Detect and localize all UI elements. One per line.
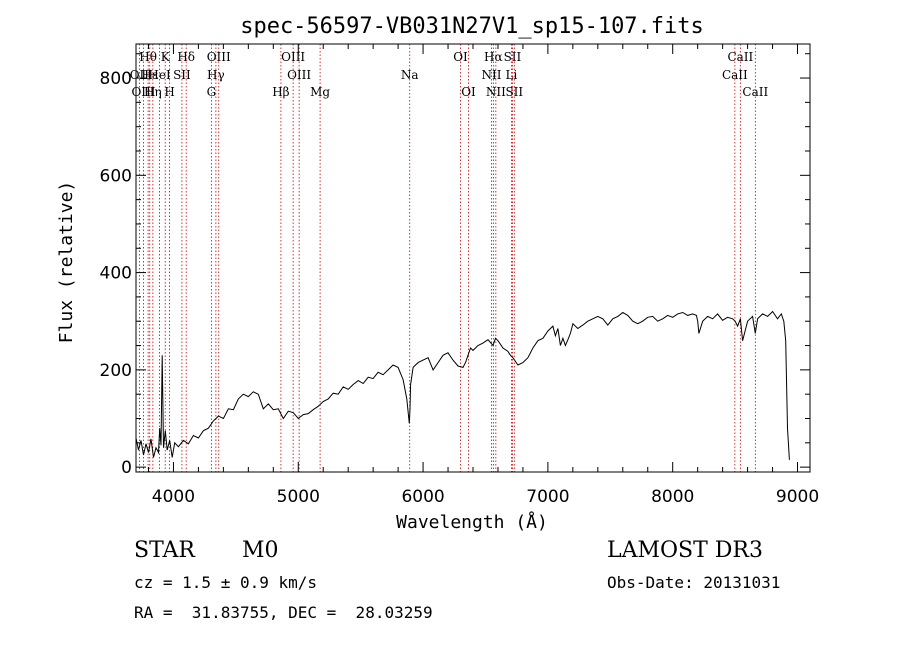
spectrum-line	[135, 310, 790, 460]
emission-line-markers	[138, 44, 756, 472]
line-label: OIII	[131, 85, 155, 99]
x-tick-label: 6000	[401, 487, 444, 507]
chart-title: spec-56597-VB031N27V1_sp15-107.fits	[240, 14, 704, 39]
line-label: Mg	[310, 85, 330, 99]
object-class: STAR	[134, 538, 195, 563]
x-tick-label: 7000	[526, 487, 569, 507]
line-label: G	[207, 85, 217, 99]
x-axis: 4000 5000 6000 7000 8000 9000	[147, 44, 819, 507]
line-label: Hη	[144, 85, 162, 99]
line-label: OI	[461, 85, 476, 99]
x-tick-label: 5000	[277, 487, 320, 507]
ra-dec: RA = 31.83755, DEC = 28.03259	[134, 603, 433, 622]
line-label: Hθ	[139, 50, 157, 64]
line-label: SII	[505, 85, 523, 99]
line-label: Hα	[484, 50, 503, 64]
object-subclass: M0	[242, 538, 279, 563]
line-label: CaII	[727, 50, 753, 64]
redshift-cz: cz = 1.5 ± 0.9 km/s	[134, 573, 318, 592]
line-label: H	[164, 85, 174, 99]
line-label: Li	[506, 68, 518, 82]
line-label: K	[161, 50, 171, 64]
line-label: CaII	[742, 85, 768, 99]
line-label: Na	[401, 68, 419, 82]
y-axis: 0 200 400 600 800	[100, 53, 810, 478]
line-label: Hγ	[207, 68, 225, 82]
line-label: SII	[173, 68, 191, 82]
y-axis-label: Flux (relative)	[56, 181, 77, 344]
line-label: SII	[504, 50, 522, 64]
x-tick-label: 4000	[152, 487, 195, 507]
line-label: OIII	[287, 68, 311, 82]
line-label: CaII	[722, 68, 748, 82]
line-label: Hδ	[177, 50, 195, 64]
y-tick-label: 800	[100, 69, 132, 89]
line-label: OIII	[207, 50, 231, 64]
line-label: OI	[453, 50, 468, 64]
y-tick-label: 600	[100, 166, 132, 186]
line-label: Hβ	[272, 85, 289, 99]
x-axis-label: Wavelength (Å)	[396, 511, 548, 533]
y-tick-label: 200	[100, 361, 132, 381]
line-label: OIII	[281, 50, 305, 64]
survey-name: LAMOST DR3	[607, 538, 763, 563]
line-label: NII	[481, 68, 501, 82]
y-tick-label: 400	[100, 264, 132, 284]
obs-date: Obs-Date: 20131031	[607, 573, 781, 592]
plot-frame	[135, 43, 811, 473]
x-tick-label: 9000	[776, 487, 819, 507]
line-label: NII	[486, 85, 506, 99]
x-tick-label: 8000	[651, 487, 694, 507]
line-label: HeI	[148, 68, 171, 82]
y-tick-label: 0	[121, 458, 132, 478]
